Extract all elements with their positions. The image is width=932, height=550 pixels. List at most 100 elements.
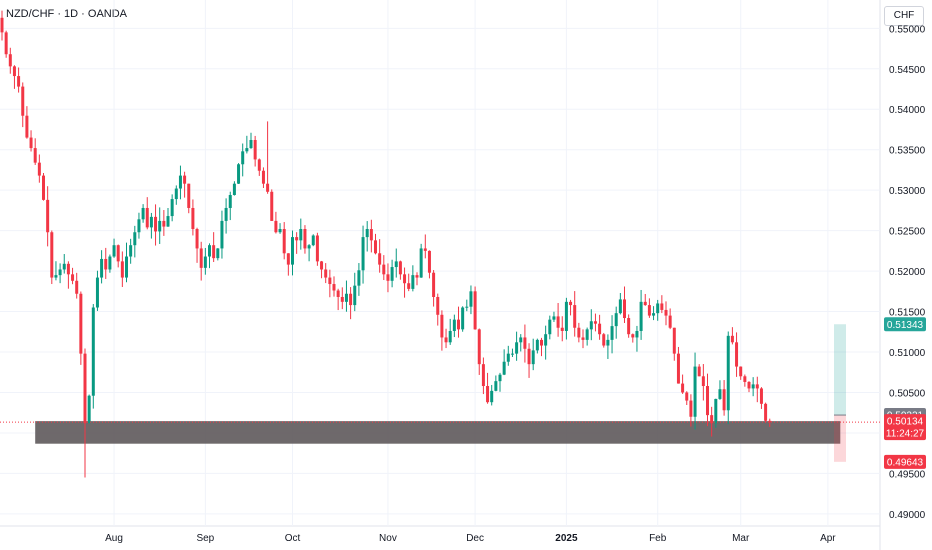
candle-body	[531, 350, 535, 365]
candle-body	[340, 296, 344, 302]
y-tick-label: 0.54500	[889, 65, 926, 76]
candle-body	[220, 220, 224, 249]
candle-body	[444, 337, 448, 343]
position-tool-layer	[834, 324, 846, 462]
candle-body	[25, 115, 29, 138]
currency-button[interactable]: CHF	[884, 6, 924, 26]
candle-body	[42, 175, 45, 200]
candle-body	[100, 258, 104, 278]
candle-body	[589, 321, 593, 330]
candle-body	[178, 175, 182, 189]
candle-body	[112, 245, 116, 257]
candle-body	[631, 334, 635, 338]
candle-body	[751, 384, 755, 389]
candle-body	[361, 237, 365, 271]
candle-body	[382, 264, 386, 275]
candle-body	[133, 232, 137, 246]
candle-body	[261, 170, 265, 184]
y-tick-label: 0.50500	[889, 388, 926, 399]
candle-body	[515, 342, 519, 354]
candle-body	[448, 330, 452, 343]
candle-body	[54, 275, 58, 278]
candle-body	[129, 245, 133, 257]
candle-body	[365, 229, 369, 238]
candle-body	[510, 353, 514, 355]
countdown-label-text: 11:24:27	[886, 429, 925, 440]
x-tick-label: Sep	[196, 533, 214, 544]
candle-body	[315, 235, 319, 262]
candle-body	[427, 250, 431, 273]
candle-body	[672, 327, 676, 354]
y-tick-label: 0.51500	[889, 308, 926, 319]
candle-body	[656, 303, 660, 314]
position-stop-zone	[834, 415, 846, 462]
candle-body	[647, 305, 651, 316]
candle-body	[660, 303, 664, 310]
candle-body	[324, 269, 328, 278]
candle-body	[91, 307, 95, 396]
y-tick-label: 0.52000	[889, 267, 926, 278]
candle-body	[685, 392, 689, 401]
candle-body	[374, 240, 377, 254]
candle-body	[398, 261, 402, 275]
candle-body	[593, 321, 597, 324]
candle-body	[768, 420, 772, 423]
candle-body	[299, 229, 303, 241]
support-zone-layer	[35, 421, 841, 444]
candle-body	[614, 313, 618, 327]
candle-body	[228, 195, 232, 208]
candle-body	[332, 284, 336, 291]
price-label-text: 0.51343	[887, 320, 924, 331]
candle-body	[237, 164, 241, 184]
candle-body	[548, 319, 552, 335]
candle-body	[668, 315, 672, 328]
candle-body	[598, 323, 602, 335]
y-tick-label: 0.51000	[889, 348, 926, 359]
candle-body	[58, 269, 62, 276]
candle-body	[415, 275, 419, 278]
candle-body	[344, 293, 348, 302]
candle-body	[722, 389, 726, 411]
candle-body	[681, 383, 685, 393]
price-label-bg	[884, 414, 926, 441]
candle-body	[187, 183, 191, 208]
candle-body	[62, 263, 66, 270]
candle-body	[714, 398, 718, 424]
candle-body	[154, 216, 158, 232]
candle-body	[137, 219, 141, 233]
candle-body	[232, 183, 236, 196]
x-tick-label: Aug	[105, 533, 123, 544]
candle-body	[457, 319, 460, 330]
candle-body	[623, 299, 626, 319]
candle-body	[564, 301, 568, 331]
candle-body	[735, 342, 739, 367]
candle-body	[17, 76, 21, 87]
candle-body	[730, 335, 734, 343]
price-label-bg	[884, 317, 926, 332]
candle-body	[212, 245, 216, 259]
time-axis: Aug Sep Oct Nov Dec 2025 Feb Mar Apr	[105, 533, 836, 544]
candle-body	[353, 285, 357, 306]
candle-body	[419, 248, 423, 278]
candle-body	[245, 148, 249, 152]
candle-body	[423, 248, 427, 251]
candle-body	[71, 274, 75, 281]
candle-body	[523, 337, 527, 349]
candle-body	[540, 339, 543, 346]
candle-body	[469, 291, 473, 307]
candle-body	[394, 261, 398, 268]
candle-body	[664, 309, 668, 316]
candle-body	[436, 296, 440, 315]
candle-body	[282, 229, 286, 254]
candle-body	[50, 232, 54, 278]
candle-body	[257, 159, 261, 171]
candle-body	[278, 229, 282, 233]
candle-body	[166, 216, 170, 227]
candle-body	[718, 389, 722, 399]
candle-body	[141, 207, 145, 220]
x-tick-label: Mar	[732, 533, 750, 544]
candle-body	[369, 229, 373, 241]
candle-body	[183, 175, 187, 184]
candle-body	[303, 229, 307, 249]
